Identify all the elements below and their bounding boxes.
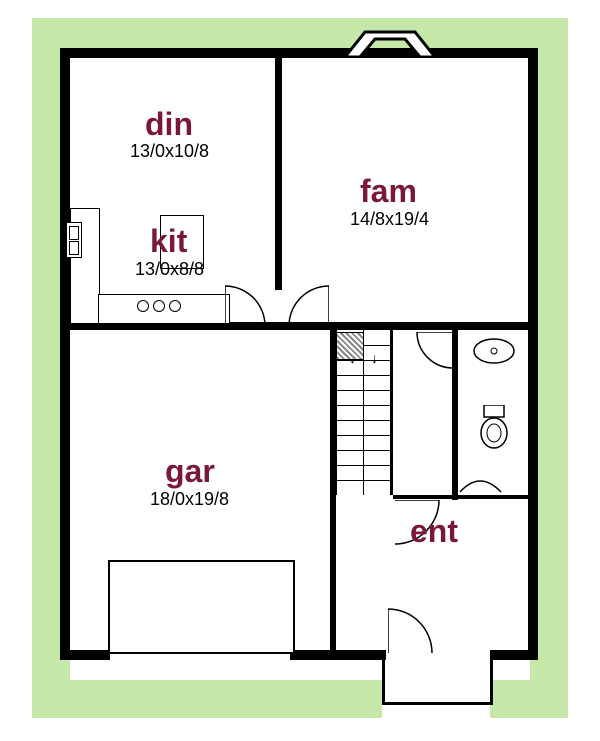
dim-gar: 18/0x19/8 [150,490,229,508]
wall-ent-front-l [336,650,386,660]
garage-door [108,560,295,654]
wall-ent-front-r [490,650,538,660]
grass-bottom-right [490,680,568,718]
wall-left [60,48,70,660]
label-ent: ent [410,515,458,547]
dim-din: 13/0x10/8 [130,142,209,160]
bath-sink [472,336,516,366]
range-burners [135,298,195,318]
porch-b [382,702,493,705]
floorplan-canvas: ↓ ↓ din 13/0x10/8 kit 13/0x8/8 fam 14/8x… [0,0,600,741]
door-fam [285,282,329,326]
door-ent-front [388,605,436,653]
porch-r [490,660,493,705]
dim-kit: 13/0x8/8 [135,260,204,278]
dim-fam: 14/8x19/4 [350,210,429,228]
door-bath [413,332,453,372]
door-kit [225,282,269,326]
floor-hatch [336,332,364,360]
wall-gar-front-l [60,650,110,660]
bay-window [345,27,435,57]
grass-bottom-left [32,680,382,718]
wall-right [528,48,538,660]
label-gar: gar [165,455,215,487]
closet-rod [458,468,503,494]
wall-ent-top [393,495,453,499]
label-din: din [145,108,193,140]
porch-l [382,660,385,705]
wall-gar-front-r [290,650,336,660]
label-kit: kit [150,225,187,257]
wall-top [60,48,538,58]
label-fam: fam [360,175,417,207]
wall-bath-b [452,495,538,499]
porch-fill [383,660,491,703]
kitchen-sink [66,222,82,258]
toilet [478,405,510,449]
wall-din-fam [275,48,282,290]
